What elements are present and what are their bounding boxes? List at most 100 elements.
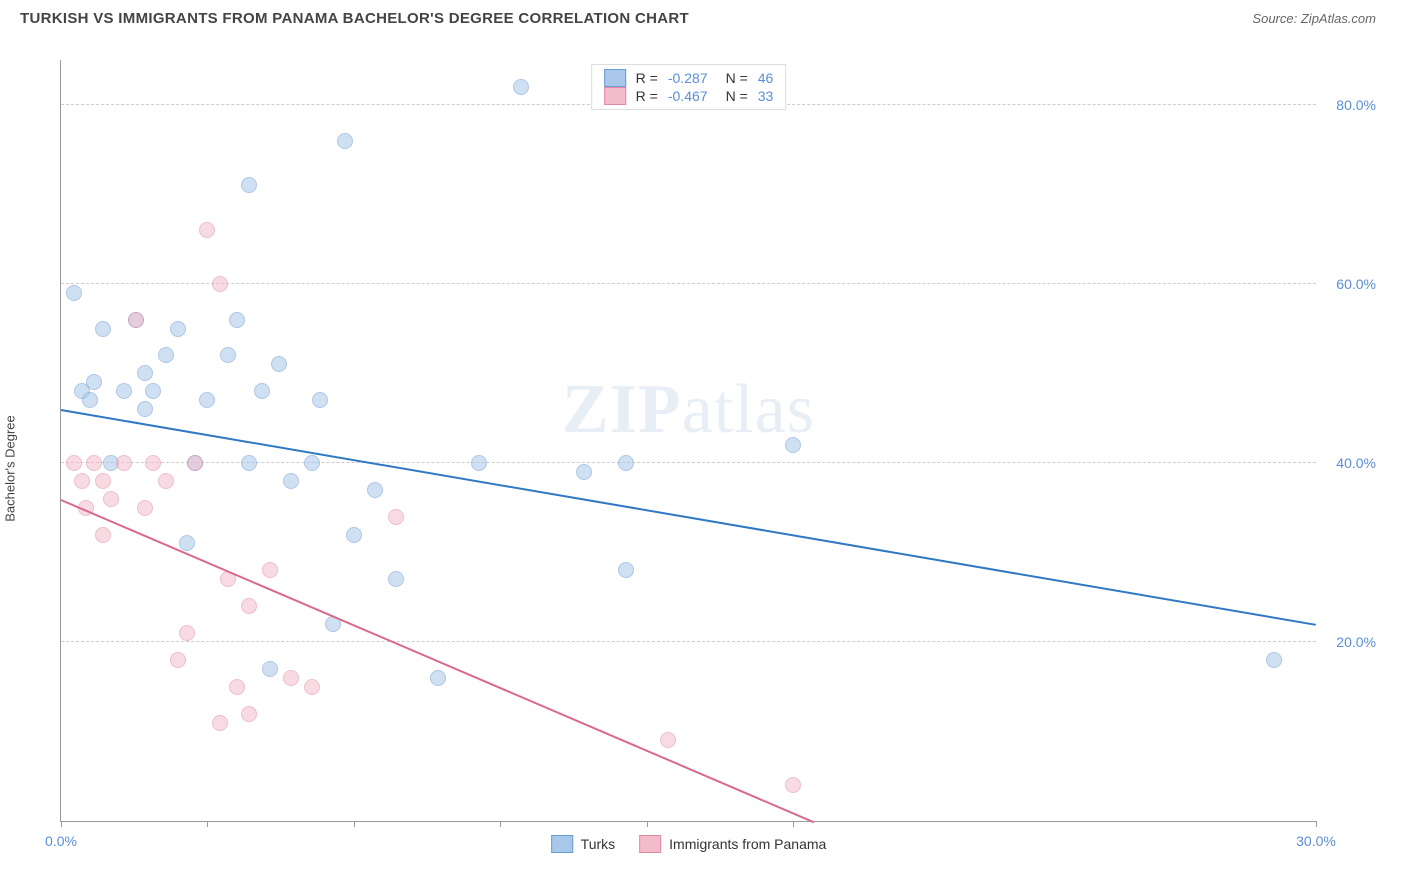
legend-swatch: [639, 835, 661, 853]
data-point: [74, 473, 90, 489]
data-point: [262, 661, 278, 677]
legend-item: Immigrants from Panama: [639, 835, 826, 853]
data-point: [137, 500, 153, 516]
data-point: [513, 79, 529, 95]
data-point: [116, 383, 132, 399]
gridline: [61, 641, 1316, 642]
data-point: [145, 455, 161, 471]
data-point: [212, 715, 228, 731]
data-point: [388, 509, 404, 525]
x-tick: [207, 821, 208, 827]
r-value: -0.287: [668, 70, 708, 86]
data-point: [367, 482, 383, 498]
x-tick: [500, 821, 501, 827]
x-tick-label: 30.0%: [1296, 833, 1336, 849]
data-point: [471, 455, 487, 471]
data-point: [241, 455, 257, 471]
data-point: [271, 356, 287, 372]
data-point: [241, 598, 257, 614]
data-point: [283, 670, 299, 686]
data-point: [337, 133, 353, 149]
data-point: [254, 383, 270, 399]
data-point: [158, 473, 174, 489]
data-point: [785, 777, 801, 793]
n-value: 46: [758, 70, 774, 86]
data-point: [304, 455, 320, 471]
data-point: [576, 464, 592, 480]
data-point: [95, 321, 111, 337]
y-tick-label: 60.0%: [1336, 276, 1376, 292]
data-point: [229, 679, 245, 695]
x-tick-label: 0.0%: [45, 833, 77, 849]
chart-container: Bachelor's Degree ZIPatlas R =-0.287N =4…: [20, 40, 1386, 882]
data-point: [82, 392, 98, 408]
y-tick-label: 40.0%: [1336, 455, 1376, 471]
data-point: [137, 365, 153, 381]
gridline: [61, 283, 1316, 284]
data-point: [618, 455, 634, 471]
n-value: 33: [758, 88, 774, 104]
legend-item: Turks: [551, 835, 615, 853]
x-tick: [354, 821, 355, 827]
series-legend: Turks Immigrants from Panama: [551, 835, 827, 853]
y-tick-label: 20.0%: [1336, 634, 1376, 650]
legend-row: R = -0.467 N = 33: [604, 87, 774, 105]
data-point: [170, 652, 186, 668]
legend-swatch: [604, 87, 626, 105]
data-point: [241, 706, 257, 722]
data-point: [241, 177, 257, 193]
watermark: ZIPatlas: [562, 370, 815, 450]
data-point: [346, 527, 362, 543]
data-point: [95, 473, 111, 489]
x-tick: [647, 821, 648, 827]
data-point: [179, 625, 195, 641]
data-point: [86, 374, 102, 390]
legend-label: Turks: [581, 836, 615, 852]
data-point: [179, 535, 195, 551]
data-point: [145, 383, 161, 399]
legend-swatch: [551, 835, 573, 853]
trend-line: [61, 409, 1316, 626]
data-point: [199, 392, 215, 408]
r-label: R =: [636, 88, 658, 104]
r-label: R =: [636, 70, 658, 86]
data-point: [262, 562, 278, 578]
data-point: [187, 455, 203, 471]
r-value: -0.467: [668, 88, 708, 104]
chart-title: TURKISH VS IMMIGRANTS FROM PANAMA BACHEL…: [20, 10, 689, 27]
data-point: [170, 321, 186, 337]
n-label: N =: [726, 88, 748, 104]
data-point: [660, 732, 676, 748]
data-point: [229, 312, 245, 328]
data-point: [312, 392, 328, 408]
data-point: [66, 455, 82, 471]
legend-row: R = -0.287 N = 46: [604, 69, 774, 87]
data-point: [1266, 652, 1282, 668]
data-point: [430, 670, 446, 686]
data-point: [283, 473, 299, 489]
data-point: [212, 276, 228, 292]
x-tick: [793, 821, 794, 827]
x-tick: [61, 821, 62, 827]
y-axis-label: Bachelor's Degree: [3, 415, 18, 522]
y-tick-label: 80.0%: [1336, 97, 1376, 113]
data-point: [785, 437, 801, 453]
data-point: [66, 285, 82, 301]
source-attribution: Source: ZipAtlas.com: [1252, 11, 1376, 26]
legend-label: Immigrants from Panama: [669, 836, 826, 852]
data-point: [103, 491, 119, 507]
legend-swatch: [604, 69, 626, 87]
data-point: [86, 455, 102, 471]
data-point: [220, 347, 236, 363]
data-point: [618, 562, 634, 578]
data-point: [388, 571, 404, 587]
correlation-legend: R = -0.287 N = 46 R = -0.467 N = 33: [591, 64, 787, 110]
n-label: N =: [726, 70, 748, 86]
data-point: [304, 679, 320, 695]
data-point: [199, 222, 215, 238]
plot-area: ZIPatlas R =-0.287N =46R =-0.467N =33 Tu…: [60, 60, 1316, 822]
data-point: [137, 401, 153, 417]
data-point: [116, 455, 132, 471]
data-point: [158, 347, 174, 363]
data-point: [95, 527, 111, 543]
